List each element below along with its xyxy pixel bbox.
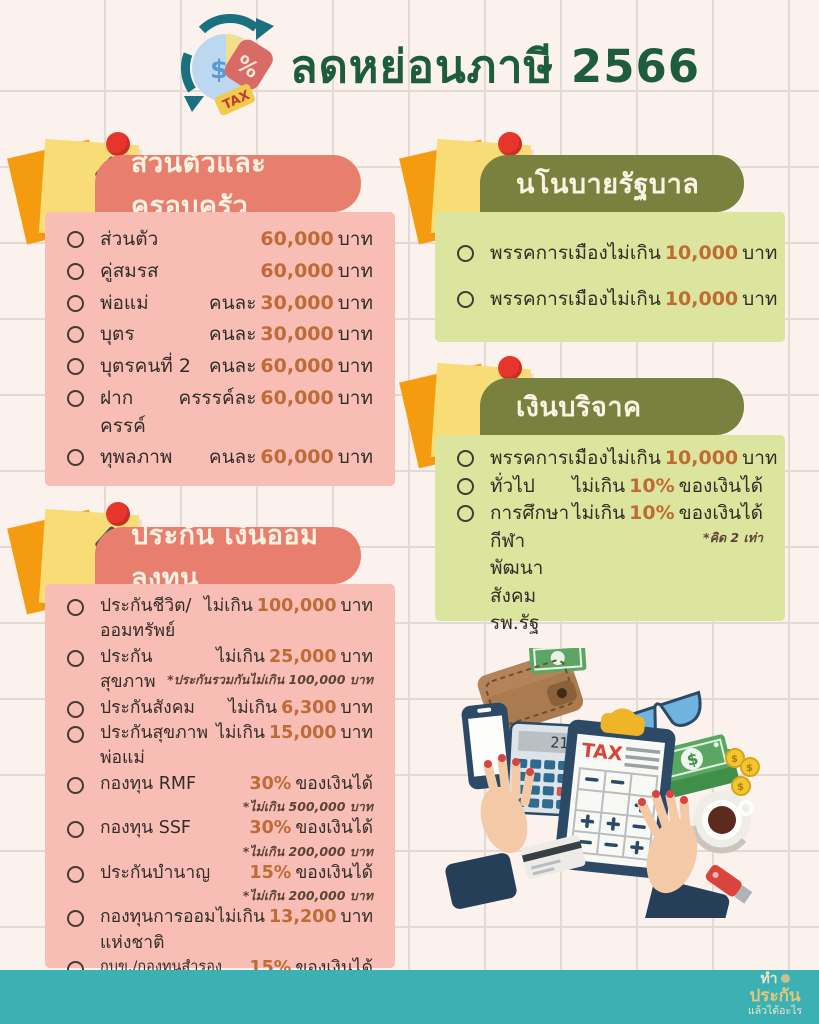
bullet-circle-icon — [67, 700, 84, 718]
list-item: ฝากครรค์ ครรรค์ละ 60,000 บาท — [67, 385, 373, 440]
svg-text:TAX: TAX — [581, 739, 624, 765]
bullet-circle-icon — [67, 865, 84, 883]
bullet-circle-icon — [67, 776, 84, 794]
bullet-circle-icon — [67, 449, 84, 467]
bullet-circle-icon — [457, 245, 474, 263]
bullet-circle-icon — [457, 291, 474, 309]
list-item: คู่สมรส 60,000 บาท — [67, 258, 373, 286]
card-header-donation: เงินบริจาค — [480, 378, 744, 435]
card-header-investment: ประกัน เงินออม ลงทุน — [95, 520, 361, 594]
list-item: ทั่วไป ไม่เกิน 10% ของเงินได้ — [457, 473, 763, 501]
list-item: กองทุนการออมแห่งชาติ ไม่เกิน 13,200 บาท — [67, 905, 373, 956]
bullet-circle-icon — [67, 389, 84, 407]
svg-text:$: $ — [737, 782, 744, 793]
bullet-circle-icon — [67, 262, 84, 280]
right-hand — [637, 790, 730, 918]
card-body-personal: ส่วนตัว 60,000 บาท คู่สมรส 60,000 บาท พ่อแ… — [45, 212, 395, 486]
bullet-circle-icon — [457, 477, 474, 495]
sticky-note — [399, 356, 536, 478]
svg-text:$: $ — [685, 749, 700, 770]
list-item: ประกันสุขภาพ ไม่เกิน 25,000 บาท *ประกันรวม… — [67, 645, 373, 696]
list-item: การศึกษา กีฬา พัฒนาสังคม รพ.รัฐ ไม่เกิน 10… — [457, 500, 763, 638]
bullet-circle-icon — [67, 910, 84, 928]
sticky-note — [399, 132, 536, 254]
footer-bar — [0, 970, 819, 1024]
svg-text:$: $ — [731, 754, 738, 765]
bullet-circle-icon — [67, 725, 84, 743]
bullet-circle-icon — [67, 231, 84, 249]
bullet-circle-icon — [67, 358, 84, 376]
tax-desk-illustration: $ $ $ $ 213 — [445, 648, 760, 918]
bullet-circle-icon — [67, 599, 84, 616]
tax-pie-chart-icon: $ % TAX — [180, 14, 274, 116]
svg-text:$: $ — [746, 763, 753, 774]
list-item: ประกันสังคม ไม่เกิน 6,300 บาท — [67, 696, 373, 721]
pin-icon — [498, 132, 522, 156]
page-title: ลดหย่อนภาษี 2566 — [290, 40, 701, 93]
list-item: ประกันบำนาญ 15% ของเงินได้ *ไม่เกิน 200,0… — [67, 861, 373, 906]
bullet-circle-icon — [67, 294, 84, 312]
sticky-note — [7, 132, 144, 254]
bullet-circle-icon — [457, 505, 474, 523]
bullet-circle-icon — [67, 821, 84, 839]
usb-drive-icon — [705, 864, 753, 904]
list-item: บุตรคนที่ 2 คนละ 60,000 บาท — [67, 353, 373, 381]
coffee-cup-icon — [690, 791, 754, 854]
list-item: ส่วนตัว 60,000 บาท — [67, 226, 373, 254]
list-item: ทุพลภาพ คนละ 60,000 บาท — [67, 444, 373, 472]
list-item: พรรคการเมือง ไม่เกิน 10,000 บาท — [457, 240, 777, 268]
list-item: พรรคการเมือง ไม่เกิน 10,000 บาท — [457, 286, 777, 314]
list-item: บุตร คนละ 30,000 บาท — [67, 321, 373, 349]
sticky-note — [7, 502, 144, 624]
list-item: ประกันชีวิต/ออมทรัพย์ ไม่เกิน 100,000 บาท — [67, 594, 373, 645]
list-item: กองทุน SSF 30% ของเงินได้ *ไม่เกิน 200,00… — [67, 816, 373, 861]
card-body-government: พรรคการเมือง ไม่เกิน 10,000 บาท พรรคการเมื… — [435, 212, 785, 342]
pin-icon — [498, 356, 522, 380]
card-body-donation: พรรคการเมือง ไม่เกิน 10,000 บาท ทั่วไป ไม่… — [435, 435, 785, 634]
pin-icon — [106, 502, 130, 526]
tax-clipboard-icon: TAX — [554, 708, 676, 879]
list-item: กองทุน RMF 30% ของเงินได้ *ไม่เกิน 500,00… — [67, 772, 373, 817]
brand-dot-icon — [780, 974, 790, 983]
pin-icon — [106, 132, 130, 156]
coins-icon: $ $ $ — [725, 748, 760, 796]
card-header-personal: ส่วนตัวและครอบครัว — [95, 148, 361, 222]
card-header-government: นโนบายรัฐบาล — [480, 155, 744, 212]
bullet-circle-icon — [67, 649, 84, 667]
svg-text:$: $ — [210, 55, 228, 85]
list-item: พรรคการเมือง ไม่เกิน 10,000 บาท — [457, 445, 777, 473]
bullet-circle-icon — [457, 450, 474, 467]
left-hand — [445, 754, 535, 909]
credit-card-icon — [521, 835, 586, 879]
brand-logo: ทำ ประกัน แล้วได้อะไร — [747, 971, 803, 1018]
bullet-circle-icon — [67, 326, 84, 344]
list-item: ประกันสุขภาพพ่อแม่ ไม่เกิน 15,000 บาท — [67, 721, 373, 772]
card-body-investment: ประกันชีวิต/ออมทรัพย์ ไม่เกิน 100,000 บาท … — [45, 584, 395, 1021]
list-item: พ่อแม่ คนละ 30,000 บาท — [67, 290, 373, 318]
